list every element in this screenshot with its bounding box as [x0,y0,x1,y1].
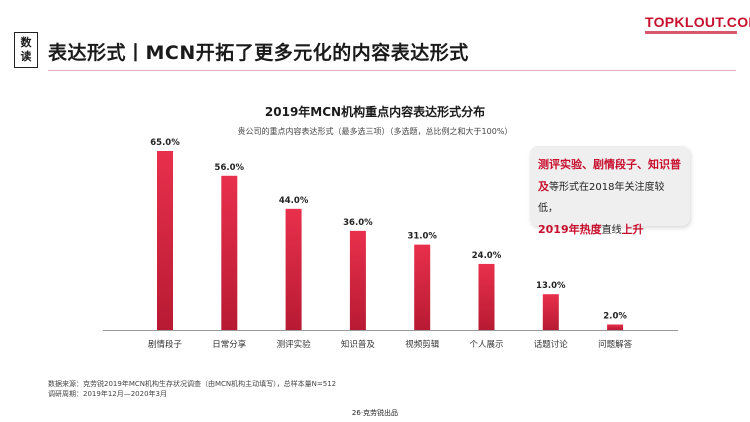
callout-highlight-3: 2019年热度 [538,223,602,236]
callout-highlight-2: 及 [538,180,549,193]
chart-title: 2019年MCN机构重点内容表达形式分布 [264,105,486,119]
callout-line-3: 2019年热度直线上升 [538,219,682,241]
category-tick-label: 知识普及 [341,339,376,350]
bar-value-label: 65.0% [150,138,180,148]
callout-line-2: 及等形式在2018年关注度较低， [538,176,682,219]
bar-6 [478,263,495,330]
bar-value-label: 2.0% [603,311,627,321]
page-number: 26·克劳锐出品 [351,409,399,417]
callout-line-1: 测评实验、剧情段子、知识普 [538,154,682,176]
chart-subtitle: 贵公司的重点内容表达形式（最多选三项）（多选题，总比例之和大于100%） [237,127,513,136]
logo-underline [645,31,737,34]
bar-value-label: 36.0% [343,218,373,228]
bar-2 [221,175,238,330]
bar-value-label: 31.0% [407,232,437,242]
bar-8 [607,324,624,330]
callout-text-2: 等形式在2018年关注度较低， [538,182,665,214]
footer-notes: 数据来源：克劳锐2019年MCN机构生存状况调查（由MCN机构主动填写），总样本… [48,379,336,399]
callout-highlight-4: 上升 [621,223,644,236]
logo-text: TOPKLOUT.COM [645,14,750,30]
badge-char-top: 数 [20,36,32,49]
survey-period: 调研周期：2019年12月—2020年3月 [48,390,167,398]
category-tick-label: 日常分享 [212,339,247,350]
bar-4 [349,230,366,330]
bar-7 [542,294,559,330]
callout-text-3: 直线 [601,225,622,236]
bar-3 [285,208,302,330]
callout-highlight-1: 测评实验、剧情段子、知识普 [538,158,681,171]
brand-logo: TOPKLOUT.COM [645,14,750,34]
bar-value-label: 56.0% [215,163,245,173]
bar-5 [414,244,431,330]
category-tick-label: 剧情段子 [148,339,183,350]
badge-char-bottom: 读 [20,50,32,63]
bar-value-label: 13.0% [536,281,566,291]
bar-value-label: 44.0% [279,196,309,206]
bar-value-label: 24.0% [472,251,502,261]
category-tick-label: 测评实验 [277,339,312,350]
category-tick-label: 话题讨论 [534,339,569,350]
category-tick-label: 个人展示 [469,340,503,350]
insight-callout: 测评实验、剧情段子、知识普 及等形式在2018年关注度较低， 2019年热度直线… [530,146,690,236]
category-tick-label: 视频剪辑 [405,339,440,350]
bar-1 [157,151,173,330]
section-badge: 数 读 [14,32,38,68]
data-source: 数据来源：克劳锐2019年MCN机构生存状况调查（由MCN机构主动填写），总样本… [48,380,337,388]
page-title: 表达形式丨MCN开拓了更多元化的内容表达形式 [48,42,469,64]
category-tick-label: 问题解答 [598,339,633,350]
header-divider [48,70,736,71]
